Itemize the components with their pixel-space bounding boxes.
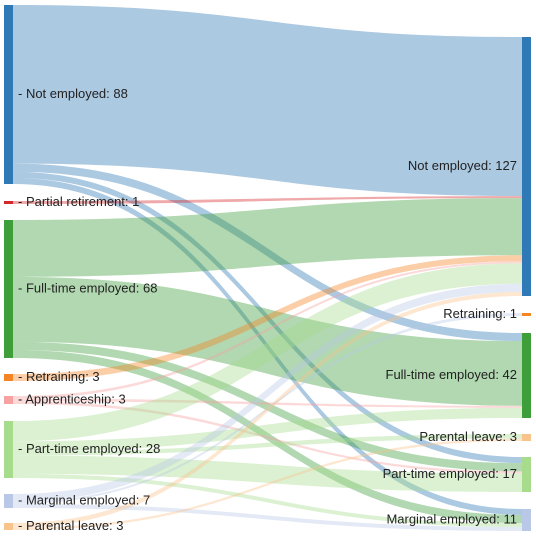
source-node-part <box>4 421 13 478</box>
target-label-marg: Marginal employed: 11 <box>386 511 517 526</box>
source-node-retrain <box>4 374 13 381</box>
source-node-full <box>4 220 13 358</box>
source-node-partial <box>4 201 13 204</box>
link-partial-to-not <box>13 196 522 204</box>
source-label-partial: - Partial retirement: 1 <box>18 194 139 209</box>
link-not-to-marg <box>13 177 522 516</box>
source-node-not <box>4 5 13 184</box>
link-not-to-full <box>13 163 522 342</box>
link-appr-to-not <box>13 261 522 399</box>
source-label-full: - Full-time employed: 68 <box>18 280 157 295</box>
link-marg-to-marg <box>13 504 522 531</box>
link-par-to-par <box>13 438 522 530</box>
source-node-marg <box>4 494 13 508</box>
link-part-to-full <box>13 407 522 452</box>
link-not-to-part <box>13 171 522 464</box>
target-label-not: Not employed: 127 <box>408 158 517 173</box>
target-node-part <box>522 457 531 492</box>
nodes-layer <box>4 5 531 531</box>
source-node-par <box>4 523 13 530</box>
target-node-par <box>522 434 531 441</box>
target-node-not <box>522 37 531 296</box>
target-node-retrain <box>522 313 531 316</box>
link-part-to-not <box>13 263 522 442</box>
link-part-to-par <box>13 434 522 456</box>
labels-layer: - Not employed: 88 - Partial retirement: … <box>18 86 517 533</box>
source-label-marg: - Marginal employed: 7 <box>18 492 150 507</box>
link-full-to-marg <box>13 349 522 523</box>
source-label-not: - Not employed: 88 <box>18 86 128 101</box>
link-part-to-part <box>13 455 522 492</box>
link-full-to-full <box>13 276 522 406</box>
target-node-marg <box>522 509 531 531</box>
source-label-retrain: - Retraining: 3 <box>18 369 100 384</box>
link-marg-to-not <box>13 283 522 502</box>
link-retrain-to-not <box>13 255 522 381</box>
target-label-full: Full-time employed: 42 <box>386 367 518 382</box>
target-label-retrain: Retraining: 1 <box>443 306 517 321</box>
link-marg-to-retrain <box>13 313 522 504</box>
link-par-to-not <box>13 291 522 528</box>
target-label-part: Part-time employed: 17 <box>383 466 517 481</box>
source-node-appr <box>4 396 13 404</box>
links-layer <box>13 5 522 531</box>
target-label-par: Parental leave: 3 <box>419 429 517 444</box>
link-appr-to-full <box>13 398 522 408</box>
link-not-to-not <box>13 5 522 197</box>
link-part-to-marg <box>13 473 522 527</box>
source-label-par: - Parental leave: 3 <box>18 518 124 533</box>
link-appr-to-part <box>13 401 522 474</box>
source-label-part: - Part-time employed: 28 <box>18 441 160 456</box>
link-full-to-part <box>13 341 522 472</box>
target-node-full <box>522 333 531 418</box>
link-full-to-not <box>13 198 522 277</box>
source-label-appr: - Apprenticeship: 3 <box>18 391 126 406</box>
